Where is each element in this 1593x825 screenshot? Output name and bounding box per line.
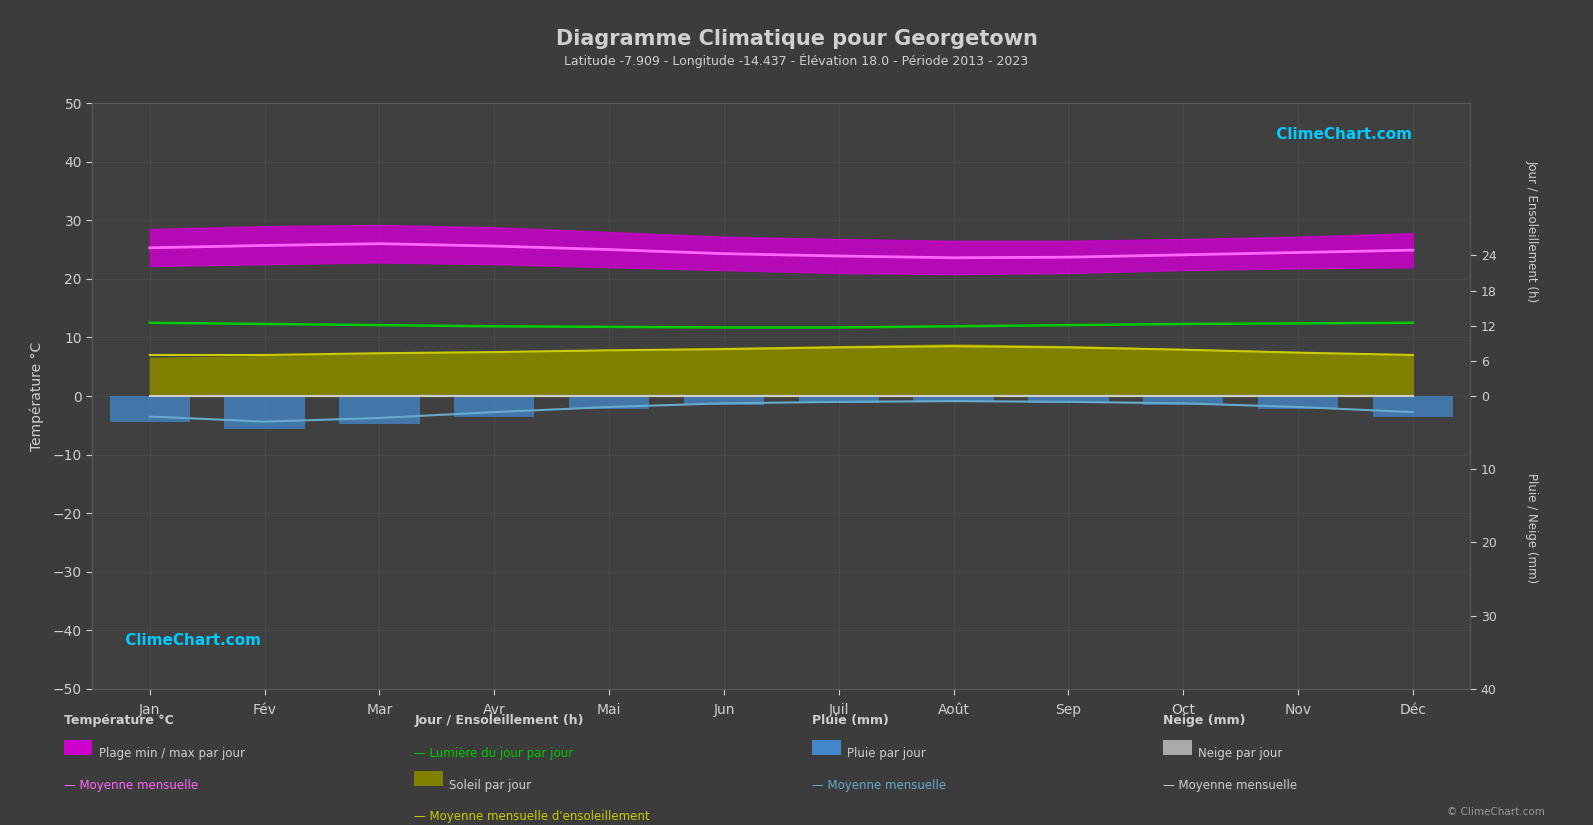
Bar bbox=[798, 396, 879, 403]
Text: — Moyenne mensuelle: — Moyenne mensuelle bbox=[812, 779, 946, 792]
Y-axis label: Température °C: Température °C bbox=[30, 342, 45, 450]
Bar bbox=[1144, 396, 1223, 405]
Text: Neige par jour: Neige par jour bbox=[1198, 747, 1282, 761]
Text: © ClimeChart.com: © ClimeChart.com bbox=[1448, 807, 1545, 817]
Text: Pluie (mm): Pluie (mm) bbox=[812, 714, 889, 727]
Text: — Lumière du jour par jour: — Lumière du jour par jour bbox=[414, 747, 573, 761]
Bar bbox=[454, 396, 535, 417]
Bar bbox=[683, 396, 765, 405]
Bar bbox=[913, 396, 994, 402]
Text: Température °C: Température °C bbox=[64, 714, 174, 727]
Bar bbox=[225, 396, 304, 429]
Bar bbox=[1258, 396, 1338, 409]
Bar bbox=[1373, 396, 1453, 417]
Text: Diagramme Climatique pour Georgetown: Diagramme Climatique pour Georgetown bbox=[556, 29, 1037, 49]
Bar bbox=[569, 396, 650, 409]
Text: — Moyenne mensuelle: — Moyenne mensuelle bbox=[64, 779, 198, 792]
Text: Plage min / max par jour: Plage min / max par jour bbox=[99, 747, 245, 761]
Bar bbox=[1027, 396, 1109, 403]
Text: Jour / Ensoleillement (h): Jour / Ensoleillement (h) bbox=[414, 714, 583, 727]
Text: ClimeChart.com: ClimeChart.com bbox=[1271, 126, 1411, 142]
Text: Jour / Ensoleillement (h): Jour / Ensoleillement (h) bbox=[1525, 160, 1539, 302]
Text: Latitude -7.909 - Longitude -14.437 - Élévation 18.0 - Période 2013 - 2023: Latitude -7.909 - Longitude -14.437 - Él… bbox=[564, 54, 1029, 68]
Text: ClimeChart.com: ClimeChart.com bbox=[119, 633, 261, 648]
Text: Pluie / Neige (mm): Pluie / Neige (mm) bbox=[1525, 473, 1539, 583]
Text: Soleil par jour: Soleil par jour bbox=[449, 779, 532, 792]
Text: Neige (mm): Neige (mm) bbox=[1163, 714, 1246, 727]
Text: — Moyenne mensuelle d'ensoleillement: — Moyenne mensuelle d'ensoleillement bbox=[414, 810, 650, 823]
Bar bbox=[110, 396, 190, 422]
Bar bbox=[339, 396, 419, 424]
Text: Pluie par jour: Pluie par jour bbox=[847, 747, 926, 761]
Text: — Moyenne mensuelle: — Moyenne mensuelle bbox=[1163, 779, 1297, 792]
